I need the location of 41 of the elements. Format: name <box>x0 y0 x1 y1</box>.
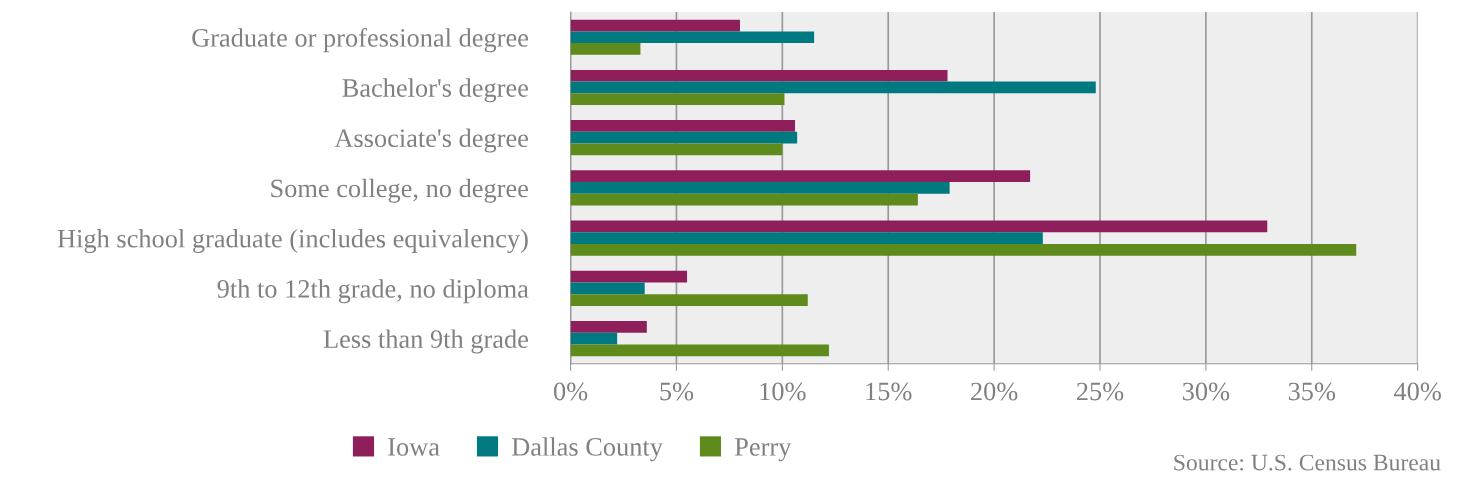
bar <box>570 93 785 106</box>
bar <box>570 120 796 132</box>
y-tick-label: Less than 9th grade <box>323 329 528 354</box>
bar <box>570 294 808 306</box>
bar <box>570 43 641 55</box>
legend-label: Iowa <box>388 438 440 456</box>
x-tick-label: 15% <box>866 382 912 401</box>
bar <box>570 344 829 357</box>
x-tick-label: 10% <box>760 382 806 401</box>
bar <box>570 282 645 295</box>
source-note: Source: U.S. Census Bureau <box>1174 454 1441 471</box>
bar <box>570 244 1357 256</box>
bar <box>570 69 948 82</box>
y-tick-label: Bachelor's degree <box>342 78 528 103</box>
legend-label: Dallas County <box>511 437 663 462</box>
bar <box>570 270 688 283</box>
bar <box>570 232 1043 245</box>
bar <box>570 143 783 156</box>
x-tick-label: 20% <box>971 382 1018 401</box>
bar <box>570 31 815 44</box>
y-tick-label: High school graduate (includes equivalency) <box>57 229 528 254</box>
x-tick-label: 25% <box>1076 382 1124 401</box>
x-tick-label: 40% <box>1393 382 1441 401</box>
bar <box>570 170 1031 183</box>
y-tick-label: Graduate or professional degree <box>192 27 528 53</box>
y-tick-label: Some college, no degree <box>271 178 528 203</box>
bar <box>570 332 618 345</box>
x-tick-label: 0% <box>553 382 588 401</box>
x-tick-label: 30% <box>1182 382 1230 401</box>
bar <box>570 193 918 206</box>
bar <box>570 321 647 333</box>
y-tick-label: Associate's degree <box>334 128 528 153</box>
x-tick-label: 5% <box>660 382 694 401</box>
legend-label: Perry <box>734 438 792 462</box>
bar <box>570 182 950 194</box>
bar <box>570 131 798 144</box>
x-tick-label: 35% <box>1288 382 1336 401</box>
bar <box>570 19 740 32</box>
bar <box>570 81 1096 94</box>
y-tick-label: 9th to 12th grade, no diploma <box>217 279 529 304</box>
bar <box>570 220 1268 233</box>
